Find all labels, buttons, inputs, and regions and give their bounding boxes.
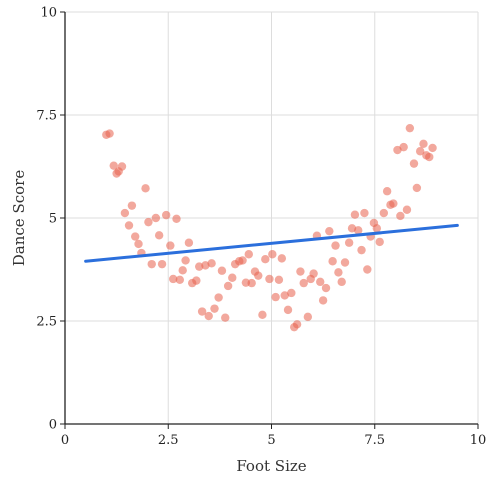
scatter-point [337,277,346,287]
scatter-point [151,213,161,223]
scatter-point [181,256,190,265]
scatter-point [238,256,247,265]
scatter-point [197,307,207,316]
scatter-point [277,254,287,263]
scatter-point [265,274,274,284]
scatter-point [157,259,167,269]
scatter-point [428,143,437,153]
scatter-point [379,208,389,218]
scatter-point [415,147,425,156]
scatter-point [409,159,419,168]
scatter-point [425,152,434,162]
trend-lines [84,223,459,263]
grid-lines [65,11,479,424]
scatter-point [354,226,363,235]
scatter-point [309,269,318,278]
scatter-point [207,259,216,268]
scatter-point [175,275,185,284]
x-tick-label: 10 [470,433,487,448]
scatter-point [334,268,343,277]
regression-line [84,223,459,263]
scatter-point [287,288,296,298]
scatter-point [299,278,308,288]
scatter-point [396,211,405,221]
scatter-point [204,311,213,321]
scatter-point [134,239,143,249]
scatter-point [172,214,181,224]
scatter-point [402,205,412,214]
y-tick-label: 0 [49,418,57,433]
scatter-point [105,129,114,138]
scatter-point [221,313,230,322]
scatter-point [363,265,372,274]
scatter-point [321,283,331,293]
scatter-point [325,226,334,236]
y-axis-title: Dance Score [10,170,28,267]
scatter-point [419,139,428,149]
scatter-point [372,224,382,233]
scatter-point [274,275,284,284]
scatter-point [161,210,171,220]
scatter-point [296,267,305,276]
scatter-point [375,237,384,247]
scatter-point [412,183,422,193]
scatter-point [127,201,137,210]
scatter-point [117,162,127,171]
x-tick-label: 5 [267,433,275,448]
scatter-point [303,312,313,322]
scatter-point [405,123,415,133]
scatter-point [178,266,187,275]
scatter-point [280,291,289,300]
x-tick-label: 2.5 [158,433,179,448]
y-tick-label: 7.5 [36,109,57,124]
scatter-point [124,221,134,230]
scatter-point [244,250,253,259]
x-tick-label: 0 [61,433,69,448]
scatter-point [131,232,140,241]
scatter-point [344,238,354,247]
scatter-point [268,250,277,259]
scatter-point [109,161,118,170]
scatter-point [120,208,130,218]
y-tick-label: 10 [40,6,57,21]
scatter-point [316,277,325,287]
scatter-point [141,184,150,193]
x-axis-title: Foot Size [236,457,306,475]
scatter-point [228,273,237,282]
scatter-point [223,281,233,291]
scatter-point [210,304,219,313]
scatter-point [331,241,340,250]
scatter-point [254,271,263,280]
scatter-point [169,274,178,284]
y-tick-label: 5 [49,212,57,227]
y-tick-label: 2.5 [36,315,57,330]
scatter-point [389,199,398,208]
scatter-point [328,257,337,266]
scatter-point [192,276,201,285]
scatter-point [144,217,153,227]
scatter-points [102,123,437,332]
scatter-point [217,266,227,275]
scatter-point [350,210,360,219]
scatter-point [318,296,328,305]
scatter-point [292,320,302,329]
scatter-point [261,255,270,264]
x-tick-label: 7.5 [364,433,385,448]
scatter-point [271,292,280,302]
scatter-point [399,142,408,152]
scatter-point [357,245,366,255]
tick-labels: 0 2.5 5 7.5 10 0 2.5 5 7.5 10 [36,6,486,449]
scatter-point [166,241,175,250]
scatter-point [382,187,392,196]
scatter-point [214,293,223,302]
scatter-point [154,231,164,240]
scatter-point [184,238,194,247]
scatter-point [340,258,350,267]
scatter-point [258,310,267,320]
scatter-point [147,259,156,269]
scatter-point [360,208,369,218]
scatter-point [283,305,293,315]
scatter-point [247,278,256,288]
